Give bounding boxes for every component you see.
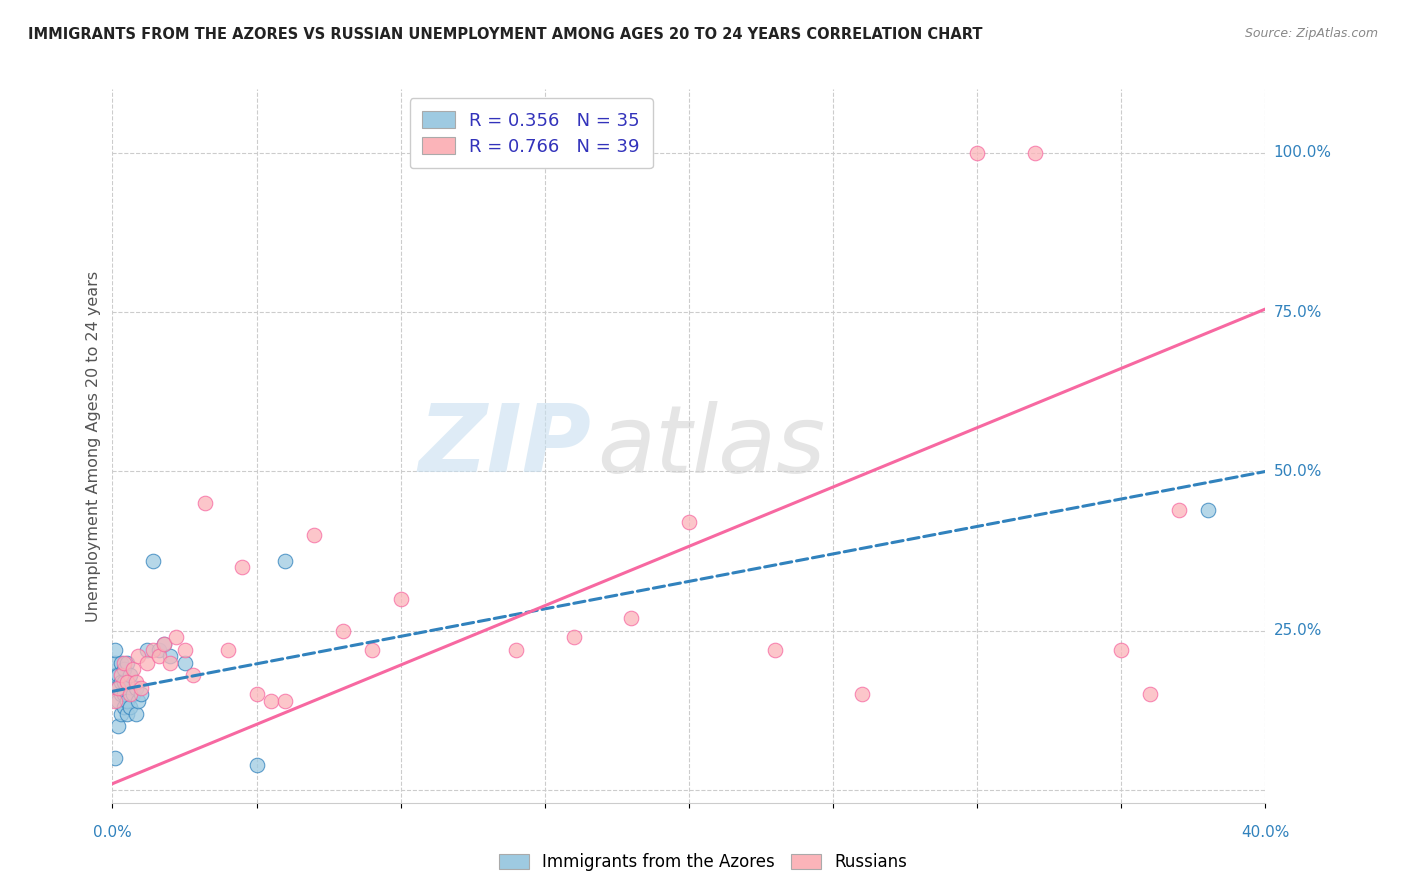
Text: 40.0%: 40.0%	[1241, 825, 1289, 840]
Text: 25.0%: 25.0%	[1274, 624, 1322, 639]
Point	[765, 643, 787, 657]
Point	[118, 700, 141, 714]
Point	[620, 611, 643, 625]
Point	[136, 656, 159, 670]
Point	[121, 688, 143, 702]
Point	[104, 656, 127, 670]
Text: IMMIGRANTS FROM THE AZORES VS RUSSIAN UNEMPLOYMENT AMONG AGES 20 TO 24 YEARS COR: IMMIGRANTS FROM THE AZORES VS RUSSIAN UN…	[28, 27, 983, 42]
Text: 50.0%: 50.0%	[1274, 464, 1322, 479]
Point	[360, 643, 382, 657]
Point	[127, 694, 149, 708]
Point	[112, 656, 135, 670]
Point	[107, 681, 129, 695]
Point	[104, 643, 127, 657]
Point	[148, 643, 170, 657]
Point	[181, 668, 204, 682]
Point	[678, 516, 700, 530]
Point	[562, 630, 585, 644]
Point	[118, 688, 141, 702]
Point	[1111, 643, 1133, 657]
Point	[115, 674, 138, 689]
Point	[104, 694, 127, 708]
Point	[112, 700, 135, 714]
Point	[165, 630, 187, 644]
Point	[1139, 688, 1161, 702]
Text: Source: ZipAtlas.com: Source: ZipAtlas.com	[1244, 27, 1378, 40]
Text: 0.0%: 0.0%	[93, 825, 132, 840]
Point	[332, 624, 354, 638]
Point	[104, 751, 127, 765]
Point	[107, 694, 129, 708]
Point	[107, 681, 129, 695]
Legend: Immigrants from the Azores, Russians: Immigrants from the Azores, Russians	[491, 845, 915, 880]
Point	[505, 643, 527, 657]
Legend: R = 0.356   N = 35, R = 0.766   N = 39: R = 0.356 N = 35, R = 0.766 N = 39	[409, 98, 652, 169]
Point	[112, 674, 135, 689]
Point	[966, 145, 988, 160]
Point	[104, 668, 127, 682]
Point	[1024, 145, 1046, 160]
Point	[124, 706, 146, 721]
Point	[389, 591, 412, 606]
Point	[304, 528, 326, 542]
Point	[115, 706, 138, 721]
Point	[127, 649, 149, 664]
Point	[148, 649, 170, 664]
Point	[136, 643, 159, 657]
Point	[112, 662, 135, 676]
Point	[159, 656, 181, 670]
Point	[110, 706, 132, 721]
Point	[107, 719, 129, 733]
Point	[153, 636, 176, 650]
Point	[112, 688, 135, 702]
Point	[851, 688, 873, 702]
Point	[118, 668, 141, 682]
Point	[274, 554, 297, 568]
Point	[1197, 502, 1219, 516]
Point	[110, 656, 132, 670]
Point	[260, 694, 283, 708]
Point	[110, 668, 132, 682]
Point	[142, 643, 165, 657]
Point	[110, 674, 132, 689]
Point	[231, 560, 253, 574]
Point	[217, 643, 239, 657]
Point	[107, 668, 129, 682]
Text: atlas: atlas	[596, 401, 825, 491]
Text: 100.0%: 100.0%	[1274, 145, 1331, 161]
Point	[129, 681, 153, 695]
Point	[245, 757, 267, 772]
Point	[121, 662, 143, 676]
Point	[274, 694, 297, 708]
Point	[159, 649, 181, 664]
Point	[1167, 502, 1189, 516]
Text: ZIP: ZIP	[418, 400, 591, 492]
Point	[173, 643, 195, 657]
Point	[173, 656, 195, 670]
Point	[110, 688, 132, 702]
Point	[129, 688, 153, 702]
Point	[245, 688, 267, 702]
Point	[115, 656, 138, 670]
Point	[124, 674, 146, 689]
Text: 75.0%: 75.0%	[1274, 305, 1322, 319]
Point	[124, 681, 146, 695]
Point	[142, 554, 165, 568]
Point	[194, 496, 217, 510]
Point	[115, 694, 138, 708]
Y-axis label: Unemployment Among Ages 20 to 24 years: Unemployment Among Ages 20 to 24 years	[86, 270, 101, 622]
Point	[153, 636, 176, 650]
